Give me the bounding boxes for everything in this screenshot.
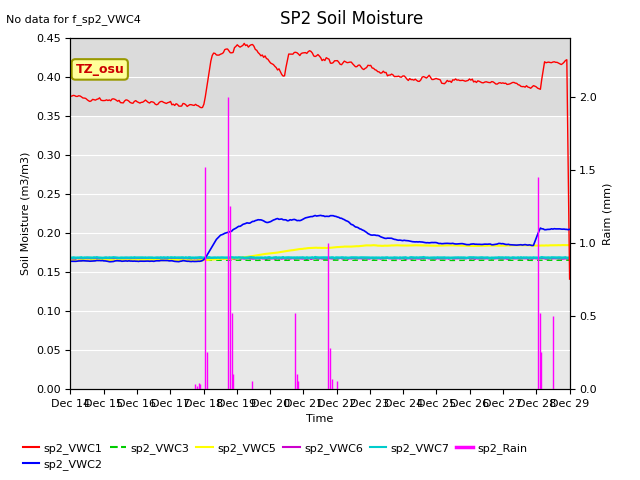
Text: SP2 Soil Moisture: SP2 Soil Moisture xyxy=(280,10,424,28)
Legend: sp2_VWC1, sp2_VWC2, sp2_VWC3, sp2_VWC5, sp2_VWC6, sp2_VWC7, sp2_Rain: sp2_VWC1, sp2_VWC2, sp2_VWC3, sp2_VWC5, … xyxy=(19,438,532,474)
Bar xyxy=(70,38,570,116)
X-axis label: Time: Time xyxy=(307,414,333,424)
Y-axis label: Soil Moisture (m3/m3): Soil Moisture (m3/m3) xyxy=(20,152,30,276)
Y-axis label: Raim (mm): Raim (mm) xyxy=(603,182,612,245)
Text: No data for f_sp2_VWC4: No data for f_sp2_VWC4 xyxy=(6,14,141,25)
Text: TZ_osu: TZ_osu xyxy=(76,63,124,76)
